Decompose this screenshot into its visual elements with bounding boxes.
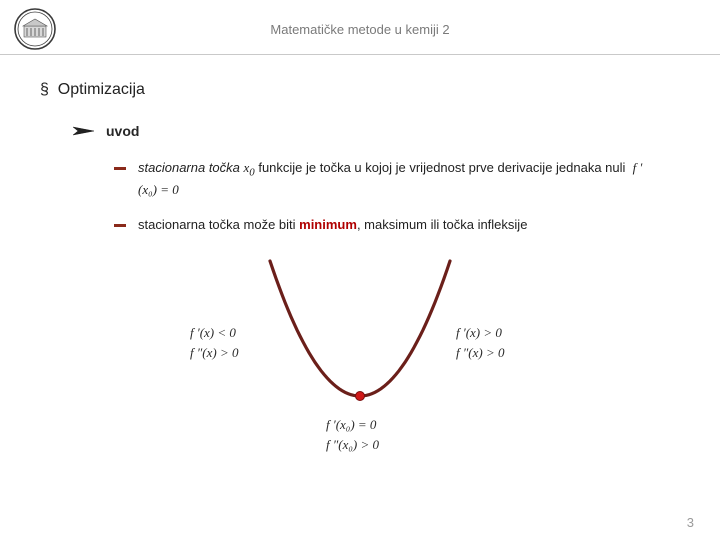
bullet-dash-icon [114, 224, 126, 227]
page-number: 3 [687, 515, 694, 530]
bullet-list: stacionarna točka x0 funkcije je točka u… [114, 159, 650, 235]
header: Matematičke metode u kemiji 2 [0, 0, 720, 55]
pointer-icon [72, 125, 96, 137]
b1-var: x0 [244, 160, 255, 175]
eq-right-1: f ′(x) > 0 [456, 325, 502, 341]
institution-logo [14, 8, 56, 50]
b2-min: minimum [299, 217, 357, 232]
b1-pre: stacionarna točka [138, 160, 244, 175]
bullet-text-2: stacionarna točka može biti minimum, mak… [138, 216, 527, 235]
parabola-curve [260, 251, 460, 421]
subsection-title: uvod [106, 123, 139, 139]
parabola-diagram: f ′(x) < 0 f ″(x) > 0 f ′(x) > 0 f ″(x) … [190, 251, 530, 461]
section-title-text: Optimizacija [58, 81, 145, 98]
subsection-row: uvod [72, 123, 680, 139]
section-title: § Optimizacija [40, 81, 680, 99]
b1-mid: funkcije je točka u kojoj je vrijednost … [255, 160, 629, 175]
section: § Optimizacija uvod stacionarna točka x0… [0, 55, 720, 461]
eq-bottom-2: f ″(x₀) > 0 [326, 437, 379, 453]
eq-right-2: f ″(x) > 0 [456, 345, 504, 361]
bullet-item: stacionarna točka može biti minimum, mak… [114, 216, 650, 235]
bullet-dash-icon [114, 167, 126, 170]
bullet-item: stacionarna točka x0 funkcije je točka u… [114, 159, 650, 200]
header-title: Matematičke metode u kemiji 2 [70, 22, 706, 37]
section-marker: § [40, 81, 49, 98]
b2-post: , maksimum ili točka infleksije [357, 217, 528, 232]
b2-pre: stacionarna točka može biti [138, 217, 299, 232]
bullet-text-1: stacionarna točka x0 funkcije je točka u… [138, 159, 650, 200]
eq-left-1: f ′(x) < 0 [190, 325, 236, 341]
eq-bottom-1: f ′(x₀) = 0 [326, 417, 376, 433]
eq-left-2: f ″(x) > 0 [190, 345, 238, 361]
